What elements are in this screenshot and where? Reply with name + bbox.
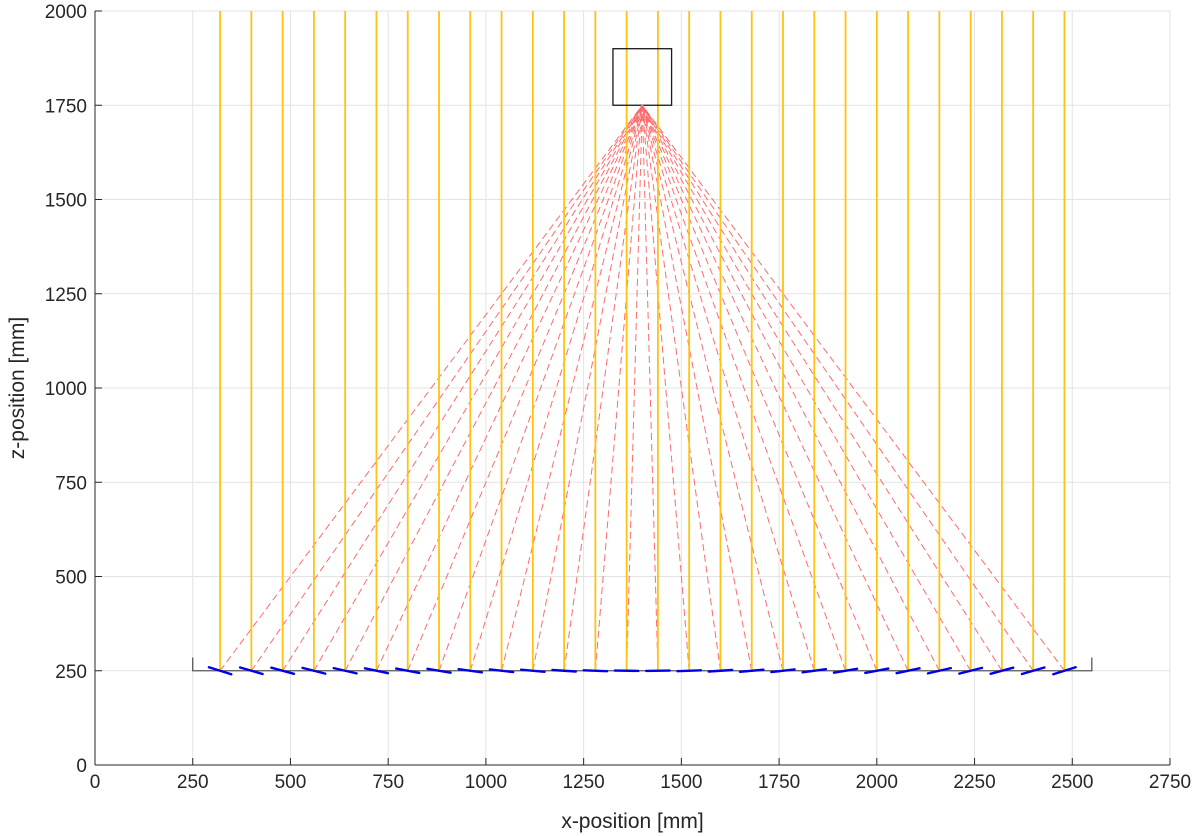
reflected-ray-13 xyxy=(626,105,643,671)
mirror-11 xyxy=(551,668,577,673)
receiver-box xyxy=(612,48,673,106)
reflected-ray-16 xyxy=(641,105,721,671)
x-tick-label-11: 2750 xyxy=(1149,772,1191,793)
reflected-ray-21 xyxy=(641,105,878,671)
y-tick-label-6: 1500 xyxy=(45,191,87,212)
reflected-ray-5 xyxy=(376,105,643,671)
mirror-12 xyxy=(582,669,609,673)
mirror-20 xyxy=(832,667,859,674)
reflected-ray-17 xyxy=(641,105,753,671)
mirror-6 xyxy=(395,667,421,675)
mirror-17 xyxy=(738,668,765,673)
y-tick-label-0: 0 xyxy=(76,756,87,777)
reflected-ray-1 xyxy=(250,104,643,672)
reflected-ray-20 xyxy=(641,105,847,671)
reflected-ray-24 xyxy=(641,104,972,672)
y-tick-label-3: 750 xyxy=(55,473,87,494)
x-tick-label-5: 1250 xyxy=(562,772,604,793)
incident-rays xyxy=(219,11,1066,671)
mirror-7 xyxy=(426,667,452,674)
x-axis-label: x-position [mm] xyxy=(561,810,703,833)
reflected-ray-0 xyxy=(219,104,643,672)
axes xyxy=(94,10,1171,766)
reflected-ray-11 xyxy=(563,105,643,671)
x-tick-label-2: 500 xyxy=(275,772,307,793)
y-tick-labels: 0 250 500 750 1000 1250 1500 1750 2000 xyxy=(45,2,87,777)
reflected-ray-26 xyxy=(641,104,1034,672)
mirror-9 xyxy=(488,668,515,674)
mirror-3 xyxy=(301,666,327,675)
receiver xyxy=(612,48,673,108)
y-tick-label-7: 1750 xyxy=(45,96,87,117)
mirror-2 xyxy=(270,666,296,676)
x-tick-label-0: 0 xyxy=(90,772,101,793)
y-tick-label-8: 2000 xyxy=(45,2,87,23)
reflected-ray-18 xyxy=(641,105,784,671)
x-tick-label-6: 1500 xyxy=(660,772,702,793)
y-tick-label-1: 250 xyxy=(55,662,87,683)
reflected-ray-4 xyxy=(344,105,643,671)
mirror-16 xyxy=(707,668,734,673)
x-tick-label-7: 1750 xyxy=(758,772,800,793)
reflected-ray-27 xyxy=(641,104,1065,672)
x-tick-labels: 0 250 500 750 1000 1250 1500 1750 2000 2250 2500 27… xyxy=(90,772,1191,793)
mirror-24 xyxy=(958,666,984,675)
x-tick-label-1: 250 xyxy=(177,772,209,793)
mirror-0 xyxy=(207,666,233,676)
reflected-ray-10 xyxy=(532,105,643,671)
mirror-25 xyxy=(989,666,1015,676)
mirror-4 xyxy=(332,666,358,675)
field-outline-path xyxy=(192,657,1093,672)
reflected-ray-22 xyxy=(641,105,909,671)
mirror-21 xyxy=(864,667,890,675)
reflected-ray-9 xyxy=(501,105,643,671)
x-tick-label-10: 2500 xyxy=(1051,772,1093,793)
reflected-ray-25 xyxy=(641,104,1003,672)
mirror-26 xyxy=(1020,666,1046,676)
y-tick-label-2: 500 xyxy=(55,568,87,589)
mirror-27 xyxy=(1052,666,1077,676)
mirror-18 xyxy=(770,668,796,674)
y-tick-label-4: 1000 xyxy=(45,379,87,400)
reflected-ray-7 xyxy=(438,105,643,671)
reflected-rays xyxy=(219,104,1065,672)
mirror-10 xyxy=(519,668,546,673)
x-tick-label-3: 750 xyxy=(372,772,404,793)
reflected-ray-14 xyxy=(641,105,659,671)
x-tick-label-9: 2250 xyxy=(953,772,995,793)
mirror-15 xyxy=(676,669,703,673)
mirror-19 xyxy=(801,667,828,674)
mirror-22 xyxy=(895,667,921,675)
mirror-1 xyxy=(238,666,264,676)
reflected-ray-6 xyxy=(407,105,643,671)
mirror-23 xyxy=(926,666,952,675)
reflected-ray-12 xyxy=(594,105,643,671)
aim-point-marker xyxy=(640,104,644,108)
mirror-5 xyxy=(363,667,390,675)
reflected-ray-3 xyxy=(313,104,643,672)
field-outline xyxy=(192,657,1093,672)
reflected-ray-15 xyxy=(641,105,690,671)
x-tick-label-8: 2000 xyxy=(856,772,898,793)
reflected-ray-23 xyxy=(641,105,940,671)
mirrors xyxy=(207,666,1077,676)
x-tick-label-4: 1000 xyxy=(465,772,507,793)
reflected-ray-2 xyxy=(282,104,643,672)
y-tick-label-5: 1250 xyxy=(45,285,87,306)
y-axis-label: z-position [mm] xyxy=(6,317,29,459)
mirror-8 xyxy=(457,667,484,674)
